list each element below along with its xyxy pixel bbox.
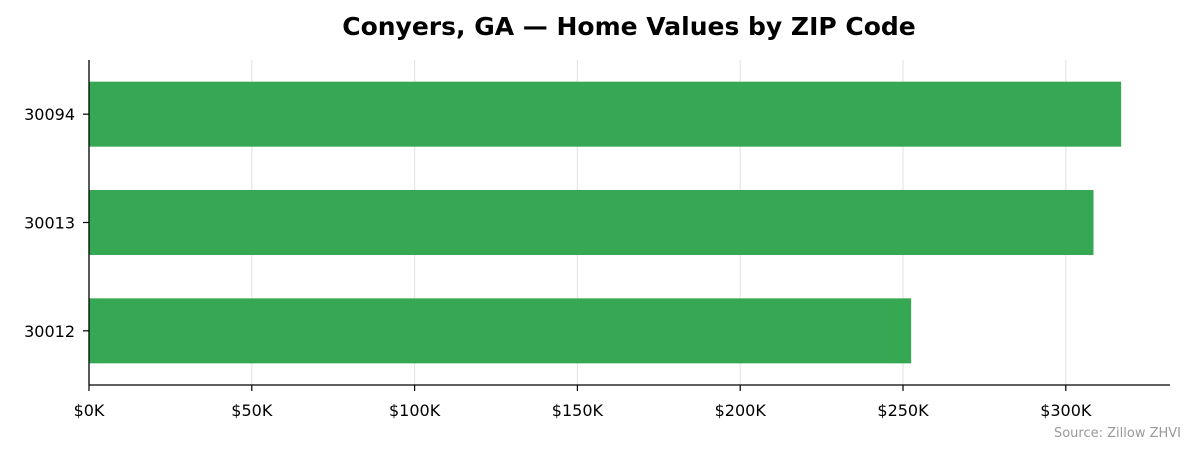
- y-tick-label: 30013: [24, 214, 75, 233]
- y-tick-label: 30094: [24, 105, 75, 124]
- x-tick-label: $250K: [877, 401, 929, 420]
- x-tick-label: $300K: [1040, 401, 1092, 420]
- chart-title: Conyers, GA — Home Values by ZIP Code: [342, 12, 916, 41]
- x-tick-label: $200K: [715, 401, 767, 420]
- bar-30013: [89, 190, 1094, 255]
- source-note: Source: Zillow ZHVI: [1054, 426, 1181, 441]
- x-tick-label: $50K: [231, 401, 273, 420]
- axes: [83, 60, 1170, 391]
- x-tick-label: $150K: [552, 401, 604, 420]
- bars: [89, 81, 1122, 364]
- x-tick-label: $100K: [389, 401, 441, 420]
- bar-30094: [89, 81, 1122, 147]
- y-tick-label: 30012: [24, 322, 75, 341]
- bar-30012: [89, 298, 912, 364]
- x-tick-label: $0K: [74, 401, 105, 420]
- tick-labels: $0K $50K $100K $150K $200K $250K $300K 30094 300…: [24, 105, 1092, 420]
